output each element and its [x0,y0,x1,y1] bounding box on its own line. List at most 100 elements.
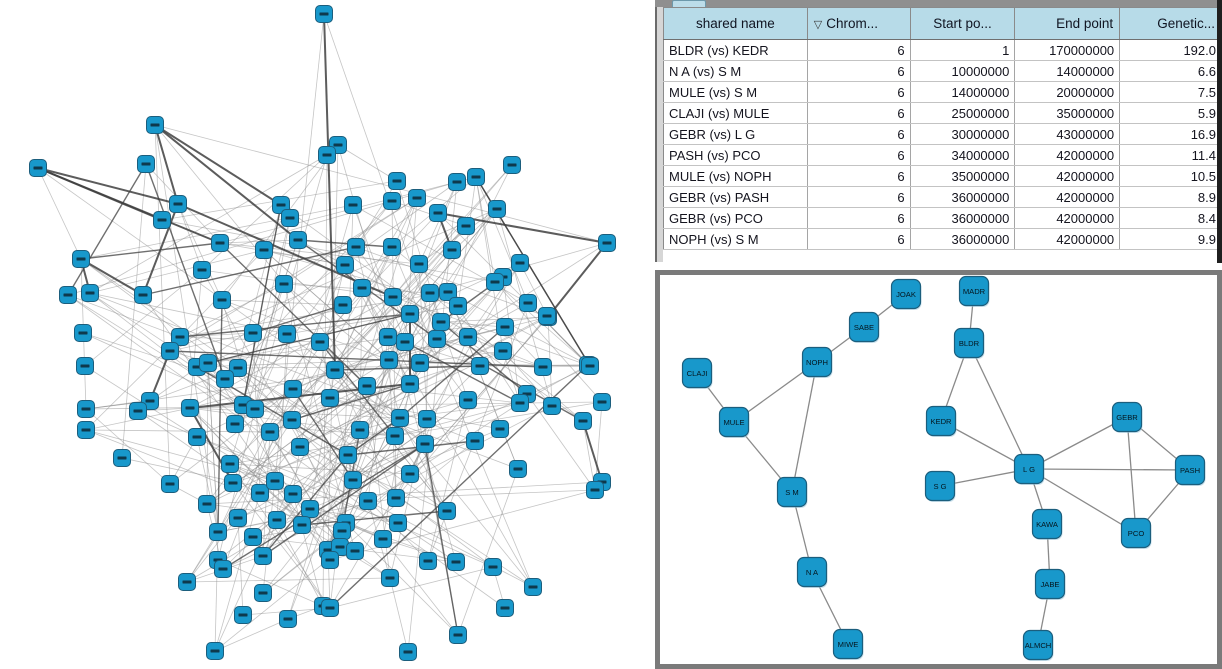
network-node[interactable] [229,509,247,527]
network-node[interactable] [484,558,502,576]
node-mule[interactable]: MULE [718,406,750,439]
network-node[interactable] [421,284,439,302]
network-node[interactable] [359,492,377,510]
network-node[interactable] [449,297,467,315]
network-node[interactable] [383,192,401,210]
network-node[interactable] [301,500,319,518]
node-kedr[interactable]: KEDR [925,405,957,438]
node-shape[interactable] [848,311,880,343]
network-node[interactable] [261,423,279,441]
network-node[interactable] [178,573,196,591]
node-madr[interactable]: MADR [958,275,990,308]
network-node[interactable] [278,325,296,343]
network-node[interactable] [401,465,419,483]
node-shape[interactable] [776,476,808,508]
node-claji[interactable]: CLAJI [681,357,713,390]
network-node[interactable] [254,547,272,565]
network-node[interactable] [255,241,273,259]
network-node[interactable] [146,116,164,134]
node-shape[interactable] [958,275,990,307]
network-node[interactable] [293,516,311,534]
column-header-end-point[interactable]: End point [1014,7,1121,40]
network-node[interactable] [381,569,399,587]
network-node[interactable] [387,489,405,507]
network-node[interactable] [171,328,189,346]
network-node[interactable] [466,432,484,450]
network-node[interactable] [401,375,419,393]
network-node[interactable] [384,288,402,306]
network-node[interactable] [81,284,99,302]
network-node[interactable] [386,427,404,445]
network-node[interactable] [113,449,131,467]
network-node[interactable] [449,626,467,644]
network-node[interactable] [59,286,77,304]
network-node[interactable] [326,361,344,379]
filter-funnel-icon[interactable]: ▽ [813,19,823,31]
network-node[interactable] [137,155,155,173]
node-n-a[interactable]: N A [796,556,828,589]
network-node[interactable] [448,173,466,191]
network-node[interactable] [416,435,434,453]
network-node[interactable] [511,254,529,272]
network-node[interactable] [534,358,552,376]
table-row[interactable]: GEBR (vs) L G 6 30000000 43000000 16.9 [663,123,1222,145]
network-node[interactable] [315,5,333,23]
network-node[interactable] [443,241,461,259]
network-node[interactable] [254,584,272,602]
table-row[interactable]: NOPH (vs) S M 6 36000000 42000000 9.9 [663,228,1222,250]
network-node[interactable] [401,305,419,323]
network-node[interactable] [459,391,477,409]
network-node[interactable] [283,411,301,429]
network-node[interactable] [396,333,414,351]
network-node[interactable] [383,238,401,256]
network-node[interactable] [486,273,504,291]
network-node[interactable] [593,393,611,411]
column-header-chromosome[interactable]: ▽ Chrom... [807,7,911,40]
network-node[interactable] [391,409,409,427]
network-node[interactable] [410,255,428,273]
network-node[interactable] [586,481,604,499]
network-node[interactable] [77,400,95,418]
network-node[interactable] [134,286,152,304]
network-node[interactable] [268,511,286,529]
network-node[interactable] [471,357,489,375]
network-node[interactable] [224,474,242,492]
node-shape[interactable] [924,470,956,502]
network-node[interactable] [311,333,329,351]
node-miwe[interactable]: MIWE [832,628,864,661]
network-node[interactable] [344,196,362,214]
node-shape[interactable] [681,357,713,389]
network-node[interactable] [321,389,339,407]
network-node[interactable] [538,307,556,325]
network-node[interactable] [346,542,364,560]
network-node[interactable] [351,421,369,439]
network-node[interactable] [216,370,234,388]
node-shape[interactable] [890,278,922,310]
node-shape[interactable] [1174,454,1206,486]
column-header-genetic[interactable]: Genetic... [1119,7,1222,40]
network-node[interactable] [389,514,407,532]
node-bldr[interactable]: BLDR [953,327,985,360]
table-row[interactable]: GEBR (vs) PCO 6 36000000 42000000 8.4 [663,207,1222,229]
node-shape[interactable] [832,628,864,660]
network-node[interactable] [318,146,336,164]
network-node[interactable] [246,400,264,418]
column-header-start-position[interactable]: Start po... [910,7,1016,40]
network-node[interactable] [266,472,284,490]
network-node[interactable] [221,455,239,473]
overview-network-canvas[interactable] [0,0,655,669]
network-node[interactable] [321,551,339,569]
network-node[interactable] [279,610,297,628]
node-s-m[interactable]: S M [776,476,808,509]
node-s-g[interactable]: S G [924,470,956,503]
network-node[interactable] [509,460,527,478]
node-jabe[interactable]: JABE [1034,568,1066,601]
network-node[interactable] [29,159,47,177]
network-node[interactable] [418,410,436,428]
network-node[interactable] [380,351,398,369]
network-node[interactable] [574,412,592,430]
node-noph[interactable]: NOPH [801,346,833,379]
network-node[interactable] [494,342,512,360]
network-node[interactable] [399,643,417,661]
table-row[interactable]: CLAJI (vs) MULE 6 25000000 35000000 5.9 [663,102,1222,124]
